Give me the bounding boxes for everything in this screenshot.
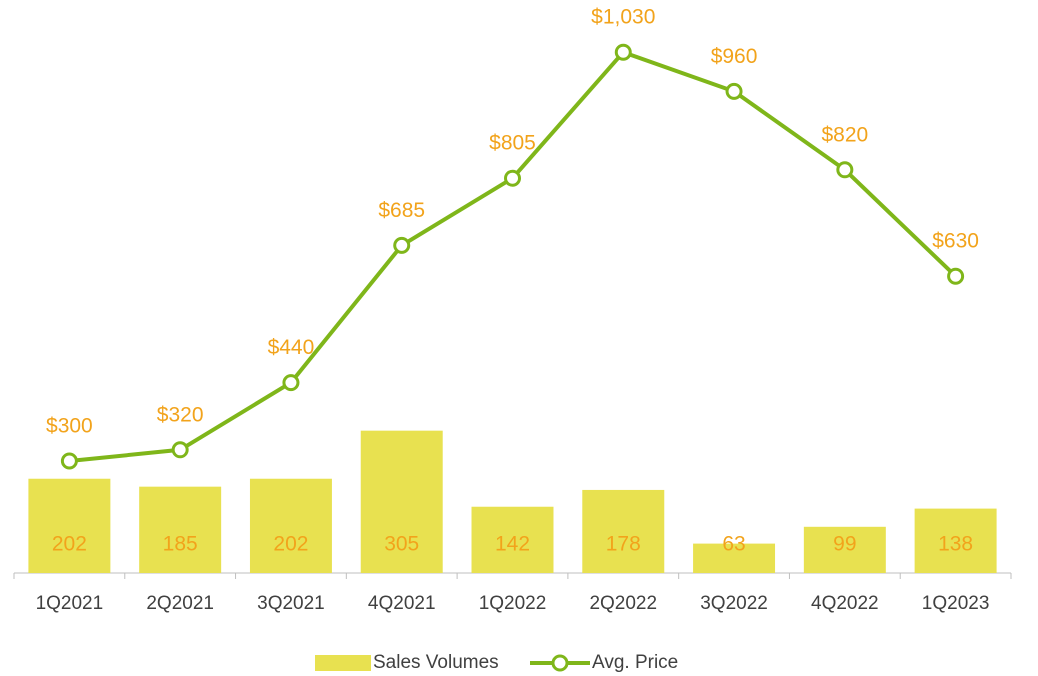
bar-label: 185 — [163, 533, 198, 556]
x-tick-label: 3Q2022 — [700, 593, 768, 614]
x-tick-label: 2Q2022 — [589, 593, 657, 614]
legend-label: Avg. Price — [592, 652, 678, 673]
line — [69, 49, 957, 463]
bar — [803, 526, 886, 573]
x-tick-label: 4Q2021 — [368, 593, 436, 614]
bar-label: 63 — [722, 533, 745, 556]
x-tick-label: 2Q2021 — [146, 593, 214, 614]
bar — [582, 489, 665, 573]
bar-label: 99 — [833, 533, 856, 556]
bar-label: 305 — [384, 533, 419, 556]
line-label: $805 — [489, 132, 536, 155]
marker — [725, 82, 743, 100]
legend-swatch — [315, 655, 371, 671]
line-label: $685 — [378, 199, 425, 222]
x-tick-label: 3Q2021 — [257, 593, 325, 614]
bar-label: 202 — [52, 533, 87, 556]
bar-label: 178 — [606, 533, 641, 556]
x-tick-label: 1Q2021 — [36, 593, 104, 614]
x-tick-label: 1Q2023 — [922, 593, 990, 614]
line-label: $960 — [711, 45, 758, 68]
legend-label: Sales Volumes — [373, 652, 499, 673]
bar — [360, 430, 443, 573]
marker — [836, 161, 854, 179]
marker — [614, 43, 632, 61]
bar — [139, 486, 222, 573]
marker — [171, 441, 189, 459]
legend-marker — [551, 654, 569, 672]
x-tick-label: 1Q2022 — [479, 593, 547, 614]
bar — [693, 543, 776, 573]
marker — [947, 267, 965, 285]
line-label: $440 — [268, 336, 315, 359]
line-label: $820 — [821, 123, 868, 146]
line-label: $1,030 — [591, 6, 655, 29]
bar — [28, 478, 111, 573]
marker — [60, 452, 78, 470]
line-label: $300 — [46, 415, 93, 438]
bar — [471, 506, 554, 573]
bar-label: 142 — [495, 533, 530, 556]
bar — [249, 478, 332, 573]
line-label: $630 — [932, 230, 979, 253]
bar-label: 138 — [938, 533, 973, 556]
bar — [914, 508, 997, 573]
bar-label: 202 — [273, 533, 308, 556]
marker — [504, 169, 521, 187]
marker — [282, 374, 300, 392]
marker — [393, 236, 411, 254]
line-label: $320 — [157, 403, 204, 426]
x-tick-label: 4Q2022 — [811, 593, 879, 614]
